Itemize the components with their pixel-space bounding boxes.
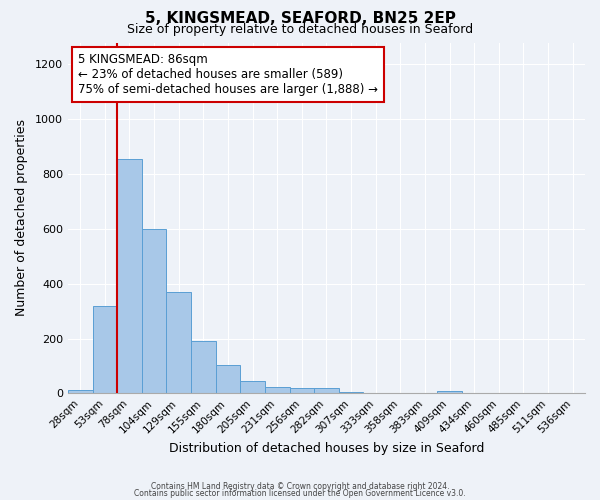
Bar [142,229,166,394]
Y-axis label: Number of detached properties: Number of detached properties [15,120,28,316]
Bar [215,364,240,394]
Text: 5, KINGSMEAD, SEAFORD, BN25 2EP: 5, KINGSMEAD, SEAFORD, BN25 2EP [145,11,455,26]
Text: 5 KINGSMEAD: 86sqm
← 23% of detached houses are smaller (589)
75% of semi-detach: 5 KINGSMEAD: 86sqm ← 23% of detached hou… [78,53,378,96]
Text: Size of property relative to detached houses in Seaford: Size of property relative to detached ho… [127,22,473,36]
Bar [191,342,215,394]
Text: Contains public sector information licensed under the Open Government Licence v3: Contains public sector information licen… [134,489,466,498]
Bar [68,390,92,394]
Bar [92,306,117,394]
Bar [290,388,314,394]
Bar [339,392,364,394]
Bar [314,388,339,394]
Bar [166,292,191,394]
Bar [117,159,142,394]
Bar [437,390,462,394]
Bar [265,388,290,394]
X-axis label: Distribution of detached houses by size in Seaford: Distribution of detached houses by size … [169,442,484,455]
Text: Contains HM Land Registry data © Crown copyright and database right 2024.: Contains HM Land Registry data © Crown c… [151,482,449,491]
Bar [240,381,265,394]
